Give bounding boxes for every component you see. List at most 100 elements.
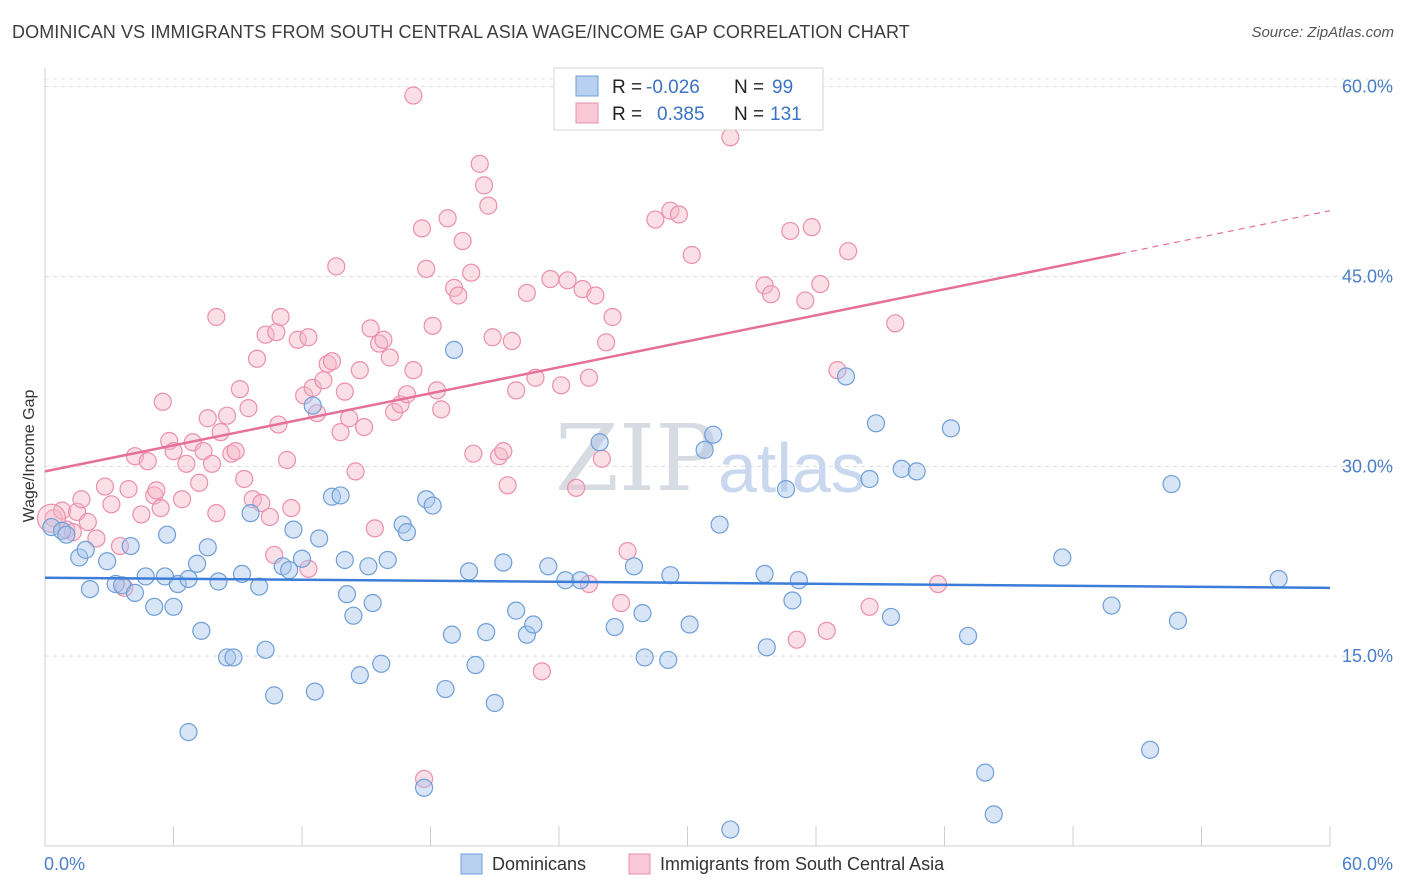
immigrants-point-122 bbox=[886, 314, 905, 333]
stats-legend: R = -0.026 N = 99 R = 0.385 N = 131 bbox=[553, 67, 824, 131]
dominicans-point-76 bbox=[757, 638, 776, 657]
dominicans-point-35 bbox=[310, 529, 329, 548]
immigrants-point-22 bbox=[172, 490, 192, 509]
dominicans-point-70 bbox=[680, 615, 699, 634]
legend-n-value-2: 131 bbox=[770, 104, 802, 125]
dominicans-point-32 bbox=[292, 549, 312, 568]
immigrants-point-87 bbox=[494, 442, 513, 461]
dominicans-point-0 bbox=[42, 517, 61, 537]
immigrants-point-49 bbox=[299, 328, 318, 347]
immigrants-point-114 bbox=[787, 630, 806, 649]
dominicans-point-21 bbox=[209, 572, 228, 591]
dominicans-point-62 bbox=[556, 571, 575, 590]
y-tick-label-2: 45.0% bbox=[1342, 266, 1393, 286]
dominicans-point-59 bbox=[517, 625, 536, 644]
dominicans-point-65 bbox=[605, 617, 624, 637]
immigrants-point-18 bbox=[151, 498, 170, 518]
immigrants-point-71 bbox=[412, 219, 432, 238]
dominicans-point-95 bbox=[1269, 569, 1288, 589]
series-dominicans-points bbox=[42, 340, 1288, 839]
immigrants-point-128 bbox=[299, 559, 318, 578]
bottom-legend-swatch-dominicans bbox=[460, 853, 483, 875]
legend-n-label-1: N = bbox=[734, 77, 764, 98]
dominicans-point-77 bbox=[776, 480, 796, 499]
dominicans-point-83 bbox=[881, 607, 901, 627]
immigrants-point-61 bbox=[355, 417, 374, 437]
dominicans-point-53 bbox=[459, 562, 479, 581]
dominicans-point-72 bbox=[704, 425, 723, 444]
immigrants-point-126 bbox=[207, 504, 226, 523]
trend-line-immigrants bbox=[44, 252, 1121, 473]
dominicans-point-10 bbox=[125, 583, 145, 602]
dominicans-point-64 bbox=[590, 433, 609, 452]
dominicans-point-61 bbox=[539, 557, 558, 576]
y-tick-labels: 15.0% 30.0% 45.0% 60.0% bbox=[1342, 77, 1393, 667]
immigrants-point-82 bbox=[470, 154, 489, 173]
dominicans-point-18 bbox=[187, 554, 207, 573]
immigrants-point-5 bbox=[72, 490, 91, 509]
immigrants-point-78 bbox=[449, 286, 468, 305]
dominicans-point-37 bbox=[331, 486, 350, 505]
immigrants-point-57 bbox=[335, 382, 354, 401]
dominicans-point-38 bbox=[337, 585, 357, 604]
immigrants-point-67 bbox=[384, 402, 404, 422]
immigrants-point-72 bbox=[417, 259, 436, 278]
dominicans-point-5 bbox=[80, 579, 100, 599]
immigrants-point-7 bbox=[87, 529, 106, 548]
immigrants-point-102 bbox=[597, 333, 616, 352]
dominicans-point-43 bbox=[372, 654, 391, 673]
dominicans-point-67 bbox=[635, 648, 654, 667]
immigrants-point-129 bbox=[579, 574, 599, 594]
dominicans-point-46 bbox=[397, 523, 417, 542]
dominicans-point-27 bbox=[256, 640, 275, 659]
immigrants-point-15 bbox=[138, 452, 157, 471]
dominicans-point-86 bbox=[941, 419, 961, 438]
dominicans-point-63 bbox=[571, 571, 590, 590]
dominicans-point-97 bbox=[335, 550, 354, 570]
immigrants-point-112 bbox=[761, 285, 781, 304]
dominicans-point-6 bbox=[98, 552, 117, 571]
dominicans-point-60 bbox=[524, 615, 543, 634]
dominicans-point-78 bbox=[783, 591, 802, 610]
immigrants-point-113 bbox=[781, 221, 800, 241]
dominicans-point-91 bbox=[1102, 596, 1121, 615]
dominicans-point-81 bbox=[860, 469, 879, 489]
dominicans-point-56 bbox=[485, 693, 504, 713]
immigrants-point-42 bbox=[267, 323, 286, 342]
immigrants-point-17 bbox=[147, 481, 166, 500]
immigrants-point-26 bbox=[194, 442, 213, 461]
immigrants-point-79 bbox=[453, 231, 472, 251]
dominicans-point-87 bbox=[958, 626, 978, 646]
immigrants-point-35 bbox=[235, 469, 254, 489]
immigrants-point-41 bbox=[260, 507, 279, 527]
immigrants-point-37 bbox=[243, 490, 262, 509]
immigrants-point-110 bbox=[721, 128, 740, 147]
x-tick-label-min: 0.0% bbox=[44, 854, 85, 874]
immigrants-point-118 bbox=[817, 621, 836, 640]
immigrants-point-66 bbox=[380, 348, 399, 367]
bottom-legend-immigrants: Immigrants from South Central Asia bbox=[660, 854, 945, 874]
immigrants-point-81 bbox=[464, 444, 483, 463]
immigrants-point-40 bbox=[256, 325, 275, 344]
dominicans-point-54 bbox=[466, 655, 485, 675]
immigrants-point-45 bbox=[277, 450, 297, 470]
dominicans-point-55 bbox=[477, 623, 496, 642]
legend-n-value-1: 99 bbox=[772, 77, 793, 98]
dominicans-point-12 bbox=[145, 597, 164, 616]
dominicans-point-58 bbox=[507, 601, 526, 620]
dominicans-point-42 bbox=[363, 593, 382, 613]
immigrants-point-84 bbox=[479, 196, 498, 215]
immigrants-point-60 bbox=[350, 361, 369, 380]
dominicans-point-19 bbox=[192, 621, 211, 640]
immigrants-point-38 bbox=[247, 349, 267, 368]
immigrants-point-63 bbox=[365, 519, 384, 538]
immigrants-point-70 bbox=[404, 361, 423, 380]
dominicans-point-14 bbox=[157, 525, 177, 544]
immigrants-point-103 bbox=[603, 307, 622, 327]
dominicans-point-34 bbox=[305, 682, 324, 701]
dominicans-point-49 bbox=[423, 496, 442, 515]
dominicans-point-98 bbox=[633, 604, 652, 623]
dominicans-point-73 bbox=[710, 515, 729, 534]
immigrants-point-6 bbox=[78, 512, 97, 532]
